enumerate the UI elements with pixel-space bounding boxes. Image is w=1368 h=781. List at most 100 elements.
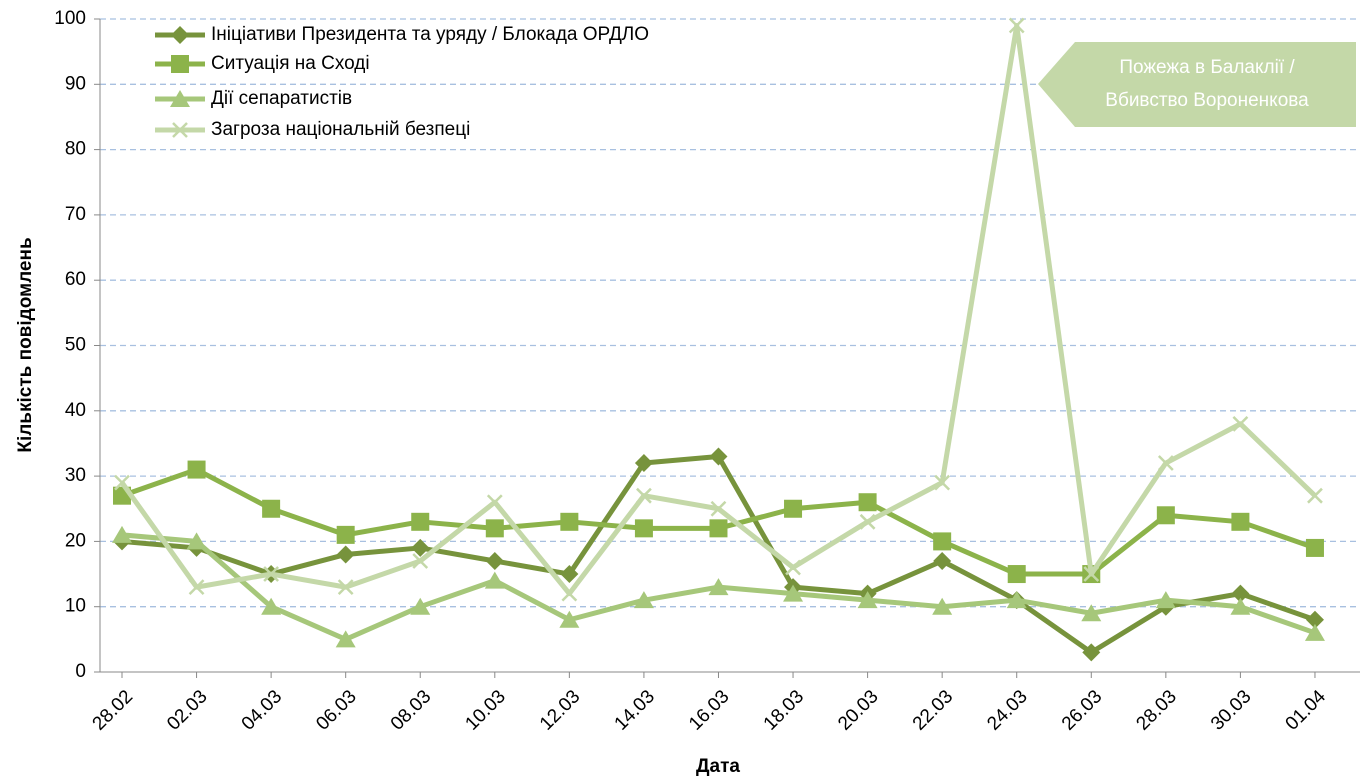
marker xyxy=(709,447,728,466)
legend-label: Ситуація на Сході xyxy=(211,53,370,74)
marker xyxy=(485,519,504,538)
x-tick-label: 18.03 xyxy=(760,686,808,734)
marker xyxy=(1008,17,1025,34)
marker xyxy=(1305,538,1324,557)
y-axis-title: Кількість повідомлень xyxy=(15,237,36,452)
annotation-text: Пожежа в Балаклії / xyxy=(1119,57,1295,78)
marker xyxy=(857,591,878,609)
legend-label: Ініціативи Президента та уряду / Блокада… xyxy=(211,24,649,45)
marker xyxy=(1006,591,1027,609)
x-tick-label: 10.03 xyxy=(461,686,509,734)
marker xyxy=(1155,591,1176,609)
x-axis-title: Дата xyxy=(696,756,740,777)
marker xyxy=(784,499,803,518)
marker xyxy=(561,585,578,602)
marker xyxy=(708,578,729,596)
marker xyxy=(263,566,280,582)
y-tick-label: 0 xyxy=(75,661,86,682)
marker xyxy=(170,90,190,107)
y-tick-label: 50 xyxy=(65,335,86,356)
marker xyxy=(187,460,206,479)
marker xyxy=(114,474,130,491)
annotation-box xyxy=(1038,42,1356,127)
annotation-text: Вбивство Вороненкова xyxy=(1105,90,1309,111)
marker xyxy=(633,591,654,609)
marker xyxy=(262,499,281,518)
marker xyxy=(785,559,801,576)
marker xyxy=(411,538,430,557)
marker xyxy=(1307,487,1323,504)
marker xyxy=(1157,455,1174,471)
marker xyxy=(171,55,189,73)
marker xyxy=(412,553,429,569)
marker xyxy=(411,512,430,531)
x-tick-label: 28.03 xyxy=(1132,686,1180,734)
marker xyxy=(1007,565,1026,584)
marker xyxy=(336,545,355,564)
marker xyxy=(486,494,503,511)
y-tick-label: 60 xyxy=(65,269,86,290)
y-tick-label: 30 xyxy=(65,465,86,486)
marker xyxy=(560,565,579,584)
marker xyxy=(1081,604,1102,622)
marker xyxy=(560,512,579,531)
y-tick-label: 100 xyxy=(54,8,86,29)
x-tick-label: 02.03 xyxy=(163,686,211,734)
x-tick-label: 30.03 xyxy=(1207,686,1255,734)
marker xyxy=(484,571,505,589)
marker xyxy=(1231,584,1250,603)
marker xyxy=(859,513,876,530)
y-tick-label: 20 xyxy=(65,530,86,551)
marker xyxy=(934,474,951,491)
marker xyxy=(710,500,727,517)
x-tick-label: 16.03 xyxy=(685,686,733,734)
marker xyxy=(1156,506,1175,525)
marker xyxy=(1082,643,1101,662)
marker xyxy=(932,597,953,615)
marker xyxy=(1083,566,1100,582)
series-line xyxy=(121,454,1316,655)
x-tick-label: 06.03 xyxy=(312,686,360,734)
marker xyxy=(112,525,132,543)
legend-label: Дії сепаратистів xyxy=(211,88,352,109)
x-tick-label: 24.03 xyxy=(983,686,1031,734)
marker xyxy=(261,597,282,615)
marker xyxy=(1230,597,1251,615)
marker xyxy=(186,532,207,550)
x-tick-label: 08.03 xyxy=(387,686,435,734)
marker xyxy=(858,493,877,512)
marker xyxy=(172,122,188,138)
marker xyxy=(636,487,652,504)
x-tick-label: 04.03 xyxy=(238,686,286,734)
y-tick-label: 40 xyxy=(65,400,86,421)
x-tick-label: 22.03 xyxy=(909,686,957,734)
marker xyxy=(1305,610,1324,629)
marker xyxy=(1231,512,1250,531)
marker xyxy=(634,519,653,538)
marker xyxy=(933,551,952,570)
marker xyxy=(188,579,205,595)
marker xyxy=(559,610,580,628)
y-tick-label: 70 xyxy=(65,204,86,225)
marker xyxy=(410,597,431,615)
x-tick-label: 28.02 xyxy=(89,686,137,734)
x-tick-label: 20.03 xyxy=(834,686,882,734)
marker xyxy=(709,519,728,538)
x-tick-label: 26.03 xyxy=(1058,686,1106,734)
marker xyxy=(336,525,355,544)
marker xyxy=(485,551,504,570)
legend-label: Загроза національній безпеці xyxy=(211,119,470,140)
marker xyxy=(337,579,354,595)
marker xyxy=(783,584,804,602)
marker xyxy=(634,454,653,473)
marker xyxy=(335,630,356,648)
x-tick-label: 12.03 xyxy=(536,686,584,734)
y-tick-label: 90 xyxy=(65,73,86,94)
marker xyxy=(1304,623,1325,641)
x-tick-label: 14.03 xyxy=(611,686,659,734)
marker xyxy=(1232,415,1249,432)
marker xyxy=(933,532,952,551)
marker xyxy=(171,26,189,44)
y-tick-label: 10 xyxy=(65,596,86,617)
